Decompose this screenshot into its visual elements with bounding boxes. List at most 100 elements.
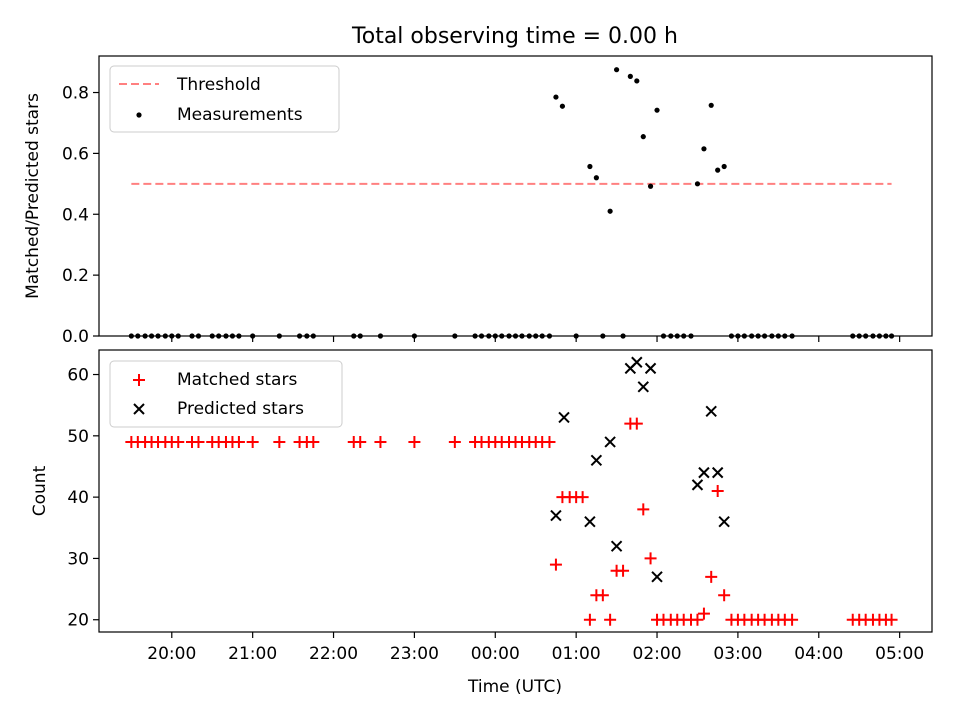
predicted-stars-point xyxy=(711,466,724,479)
x-tick-label: 22:00 xyxy=(309,644,358,664)
matched-stars-point xyxy=(354,435,367,448)
measurements-point xyxy=(553,94,559,100)
bottom-y-tick-label: 60 xyxy=(67,366,89,386)
bottom-axes-frame xyxy=(98,349,933,633)
measurements-point xyxy=(654,107,660,113)
matched-stars-point xyxy=(711,485,724,497)
matched-stars-point xyxy=(596,589,609,602)
legend-predicted-swatch xyxy=(133,403,145,415)
top-y-tick-label: 0.2 xyxy=(62,266,89,286)
matched-stars-point xyxy=(307,435,320,448)
x-tick-label: 20:00 xyxy=(147,644,196,664)
measurements-point xyxy=(647,183,654,189)
measurements-point xyxy=(640,134,646,140)
matched-stars-point xyxy=(273,435,286,448)
matched-stars-point xyxy=(644,552,657,565)
top-axes-frame xyxy=(98,55,933,337)
top-y-tick-label: 0.6 xyxy=(62,144,89,164)
legend-matched-swatch xyxy=(133,374,145,386)
x-tick-label: 00:00 xyxy=(471,644,520,664)
legend-predicted-label: Predicted stars xyxy=(177,399,304,419)
measurements-point xyxy=(613,67,620,73)
x-tick-label: 23:00 xyxy=(390,644,439,664)
x-axis-label: Time (UTC) xyxy=(467,677,562,697)
matched-stars-point xyxy=(246,435,259,448)
matched-stars-point xyxy=(408,435,421,448)
measurements-point xyxy=(701,146,707,152)
top-legend: Threshold Measurements xyxy=(109,65,340,133)
predicted-stars-point xyxy=(718,515,730,528)
top-y-axis-label: Matched/Predicted stars xyxy=(23,93,43,299)
bottom-x-axis: 20:00 21:00 22:00 23:00 00:00 01:00 02:00 03:00… xyxy=(147,632,924,664)
x-tick-label: 21:00 xyxy=(228,644,277,664)
legend-threshold-label: Threshold xyxy=(176,75,261,95)
matched-stars-point xyxy=(705,570,718,583)
matched-stars-point xyxy=(786,613,799,626)
measurements-point xyxy=(634,78,640,84)
x-tick-label: 05:00 xyxy=(875,644,924,664)
bottom-y-tick-label: 30 xyxy=(67,549,89,569)
bottom-y-tick-label: 40 xyxy=(67,488,89,508)
matched-stars-point xyxy=(192,435,205,448)
measurements-point xyxy=(708,102,714,108)
measurements-point xyxy=(694,181,701,187)
predicted-stars-point xyxy=(590,454,603,467)
predicted-stars-point xyxy=(631,356,643,368)
predicted-stars-point xyxy=(637,381,649,393)
matched-stars-point xyxy=(718,589,731,602)
predicted-stars-point xyxy=(558,411,570,424)
matched-stars-point xyxy=(232,435,245,448)
matched-stars-point xyxy=(583,613,596,626)
top-y-tick-label: 0.4 xyxy=(62,205,89,225)
matched-ratio-panel: 0.00.20.40.60.8 Matched/Predicted stars … xyxy=(23,55,933,347)
measurements-point xyxy=(627,73,633,79)
predicted-stars-point xyxy=(651,571,663,583)
predicted-stars-point xyxy=(604,436,616,448)
matched-stars-point xyxy=(549,558,562,571)
matched-stars-point xyxy=(448,435,461,448)
matched-stars-point xyxy=(691,613,704,626)
measurements-point xyxy=(559,103,566,109)
matched-stars-point xyxy=(637,503,650,516)
bottom-plot-area xyxy=(125,356,898,626)
matched-stars-point xyxy=(374,435,387,448)
measurements-point xyxy=(587,163,593,170)
matched-stars-point xyxy=(697,607,710,620)
matched-stars-point xyxy=(885,613,898,626)
bottom-y-tick-label: 20 xyxy=(67,611,89,631)
predicted-stars-point xyxy=(550,509,562,522)
top-legend-box xyxy=(109,65,340,133)
x-tick-label: 02:00 xyxy=(633,644,682,664)
bottom-legend: Matched stars Predicted stars xyxy=(109,360,343,428)
chart-title: Total observing time = 0.00 h xyxy=(351,24,678,49)
matched-stars-point xyxy=(576,491,589,504)
matched-stars-point xyxy=(630,417,643,430)
x-tick-label: 01:00 xyxy=(552,644,601,664)
matched-stars-point xyxy=(604,613,617,626)
measurements-point xyxy=(721,163,727,170)
bottom-y-axis-label: Count xyxy=(30,465,50,516)
bottom-y-axis: 20 30 40 50 60 xyxy=(67,366,99,631)
legend-matched-label: Matched stars xyxy=(177,370,297,390)
predicted-stars-point xyxy=(705,405,717,418)
x-tick-label: 03:00 xyxy=(713,644,762,664)
top-y-axis: 0.0 0.2 0.4 0.6 0.8 xyxy=(62,84,901,347)
predicted-stars-point xyxy=(698,466,710,479)
star-count-panel: 20 30 40 50 60 20:00 21:00 22:00 23:00 00:00 01:0… xyxy=(30,349,933,697)
legend-measurements-label: Measurements xyxy=(177,105,303,125)
measurements-point xyxy=(715,167,721,173)
measurements-point xyxy=(607,208,613,214)
bottom-legend-box xyxy=(109,360,343,428)
x-tick-label: 04:00 xyxy=(794,644,843,664)
predicted-stars-point xyxy=(691,479,704,491)
predicted-stars-point xyxy=(610,540,623,552)
measurements-point xyxy=(593,175,599,181)
matched-stars-point xyxy=(617,564,630,577)
predicted-stars-point xyxy=(644,362,657,375)
predicted-stars-point xyxy=(584,515,596,528)
top-y-tick-label: 0.0 xyxy=(62,327,89,347)
bottom-y-tick-label: 50 xyxy=(67,427,89,447)
matched-stars-point xyxy=(172,435,185,448)
legend-measurements-swatch xyxy=(136,112,142,118)
